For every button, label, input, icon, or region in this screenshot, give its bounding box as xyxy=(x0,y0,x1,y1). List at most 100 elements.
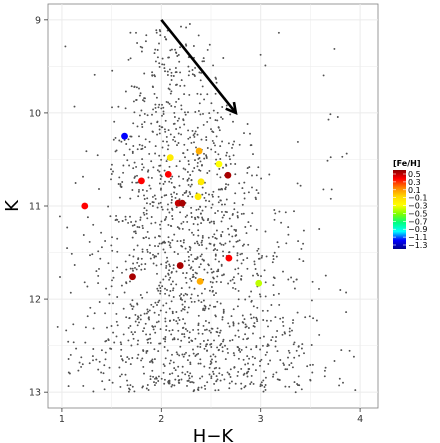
background-point xyxy=(236,254,239,257)
background-point xyxy=(252,274,254,277)
background-point xyxy=(97,282,100,285)
background-point xyxy=(151,74,154,77)
background-point xyxy=(115,312,118,315)
background-point xyxy=(200,253,203,256)
background-point xyxy=(110,325,113,327)
background-point xyxy=(156,272,158,275)
background-point xyxy=(140,50,143,53)
background-point xyxy=(132,100,135,103)
background-point xyxy=(247,362,249,365)
background-point xyxy=(176,144,178,147)
background-point xyxy=(183,84,186,87)
background-point xyxy=(216,346,219,349)
background-point xyxy=(135,99,138,101)
background-point xyxy=(175,100,178,103)
background-point xyxy=(169,83,171,86)
background-point xyxy=(178,354,181,357)
background-point xyxy=(264,384,267,386)
background-point xyxy=(282,316,284,319)
background-point xyxy=(274,340,277,343)
background-point xyxy=(225,198,228,201)
background-point xyxy=(65,329,68,332)
background-point xyxy=(204,205,207,208)
background-point xyxy=(130,344,133,347)
background-point xyxy=(138,226,141,229)
background-point xyxy=(141,147,144,150)
background-point xyxy=(318,228,321,230)
background-point xyxy=(123,154,126,156)
background-point xyxy=(243,318,246,321)
background-point xyxy=(250,381,253,384)
background-point xyxy=(154,103,157,106)
background-point xyxy=(275,371,278,374)
background-point xyxy=(213,222,216,225)
background-point xyxy=(217,126,220,129)
legend-label: −0.9 xyxy=(408,225,427,234)
background-point xyxy=(84,326,87,329)
background-point xyxy=(164,292,167,295)
background-point xyxy=(240,367,243,370)
background-point xyxy=(219,145,222,148)
background-point xyxy=(183,192,186,194)
background-point xyxy=(205,343,208,346)
background-point xyxy=(244,326,247,329)
background-point xyxy=(134,232,137,235)
background-point xyxy=(131,181,134,184)
background-point xyxy=(222,338,225,341)
background-point xyxy=(82,234,85,236)
background-point xyxy=(194,159,196,162)
background-point xyxy=(283,331,286,334)
background-point xyxy=(197,332,200,335)
background-point xyxy=(176,322,179,325)
background-point xyxy=(235,234,238,237)
background-point xyxy=(124,260,127,263)
background-point xyxy=(171,329,174,332)
background-point xyxy=(156,121,159,124)
background-point xyxy=(228,387,231,390)
background-point xyxy=(246,267,249,270)
background-point xyxy=(211,271,214,274)
background-point xyxy=(127,339,130,342)
background-point xyxy=(197,389,200,392)
background-point xyxy=(231,339,234,341)
background-point xyxy=(162,110,165,113)
background-point xyxy=(196,92,199,95)
background-point xyxy=(220,116,223,119)
background-point xyxy=(132,269,134,272)
background-point xyxy=(148,152,151,155)
background-point xyxy=(214,305,217,308)
background-point xyxy=(287,233,290,236)
background-point xyxy=(184,373,187,376)
background-point xyxy=(124,373,127,376)
background-point xyxy=(292,343,295,346)
background-point xyxy=(222,340,224,343)
background-point xyxy=(131,224,134,227)
background-point xyxy=(178,184,181,187)
background-point xyxy=(190,266,193,269)
background-point xyxy=(134,175,137,178)
background-point xyxy=(231,146,233,149)
background-point xyxy=(204,305,207,308)
background-point xyxy=(212,305,215,308)
background-point xyxy=(160,206,163,208)
background-point xyxy=(142,211,145,214)
background-point xyxy=(159,292,162,295)
background-point xyxy=(230,225,233,228)
background-point xyxy=(236,211,239,214)
background-point xyxy=(139,318,142,321)
background-point xyxy=(159,174,162,177)
background-point xyxy=(148,244,151,247)
background-point xyxy=(196,161,199,164)
background-point xyxy=(243,197,246,200)
x-tick-label: 1 xyxy=(59,414,65,425)
background-point xyxy=(246,375,249,378)
background-point xyxy=(167,223,170,226)
background-point xyxy=(145,236,148,239)
background-point xyxy=(160,242,163,245)
background-point xyxy=(145,387,148,390)
background-point xyxy=(104,240,107,242)
background-point xyxy=(168,68,171,71)
background-point xyxy=(252,325,255,327)
background-point xyxy=(136,125,139,128)
background-point xyxy=(238,349,240,352)
